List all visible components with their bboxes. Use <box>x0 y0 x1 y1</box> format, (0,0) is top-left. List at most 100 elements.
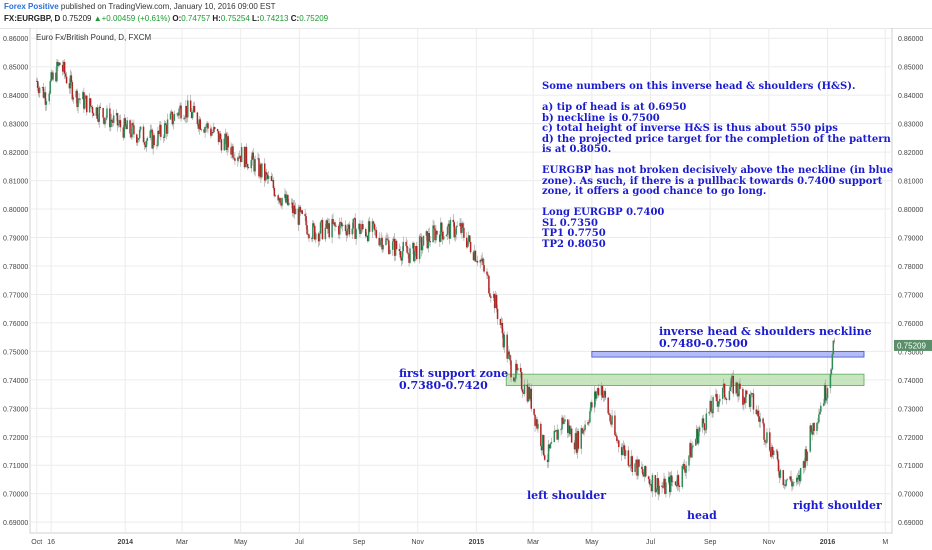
y-tick-label: 0.71000 <box>898 463 923 470</box>
candle-up <box>169 113 172 120</box>
candle-up <box>238 155 241 159</box>
candle-up <box>50 72 52 82</box>
candle-up <box>427 233 430 249</box>
candle-down <box>742 388 744 405</box>
candle-down <box>225 133 228 151</box>
candle-up <box>49 81 51 94</box>
candle-down <box>219 133 222 140</box>
price-chart[interactable]: 0.86000 0.85000 0.84000 0.83000 0.82000 0.810… <box>0 28 932 550</box>
candle-up <box>440 222 442 242</box>
symbol-label[interactable]: FX:EURGBP, D <box>4 14 61 23</box>
candle-down <box>453 222 456 238</box>
candle-down <box>554 430 557 432</box>
candle-up <box>743 397 745 405</box>
head-label: head <box>687 509 717 522</box>
note-line: SL 0.7350 <box>542 217 599 229</box>
candle-down <box>285 194 287 203</box>
candle-up <box>173 113 176 121</box>
candle-up <box>281 197 283 206</box>
candle-up <box>442 236 445 240</box>
candle-up <box>617 440 619 442</box>
y-tick-label: 0.72000 <box>898 435 923 442</box>
candle-down <box>480 259 482 262</box>
candle-up <box>126 120 128 130</box>
candle-down <box>326 220 329 229</box>
candle-up <box>822 403 825 406</box>
candle-up <box>331 218 333 238</box>
y-tick-label: 0.70000 <box>3 492 28 499</box>
candle-up <box>62 61 65 72</box>
candle-up <box>812 422 814 435</box>
candle-down <box>232 146 234 158</box>
candle-up <box>300 210 303 213</box>
candle-up <box>150 129 152 131</box>
up-arrow-icon: ▲ <box>93 14 102 23</box>
candle-down <box>528 386 531 400</box>
candle-up <box>555 430 557 432</box>
candle-up <box>708 411 710 414</box>
candle-down <box>724 397 727 399</box>
candle-down <box>526 384 529 402</box>
candle-down <box>233 157 235 159</box>
candle-down <box>314 226 316 240</box>
candle-down <box>495 295 498 309</box>
y-axis-right[interactable]: 0.86000 0.85000 0.84000 0.83000 0.82000 0.810… <box>898 36 923 527</box>
y-axis-left: 0.86000 0.85000 0.84000 0.83000 0.82000 0.810… <box>3 36 28 527</box>
candle-up <box>274 195 277 197</box>
plot-area[interactable] <box>29 28 893 534</box>
candle-up <box>320 220 323 223</box>
candle-down <box>287 194 289 206</box>
candle-down <box>441 222 443 232</box>
candle-up <box>729 387 732 392</box>
candle-down <box>662 486 664 488</box>
candle-up <box>644 466 646 477</box>
candle-down <box>534 414 536 426</box>
candle-up <box>244 146 247 168</box>
candle-down <box>405 241 407 246</box>
candle-down <box>476 260 479 263</box>
candle-down <box>608 413 610 415</box>
candle-down <box>280 202 282 206</box>
candle-down <box>762 418 764 424</box>
author-link[interactable]: Forex Positive <box>4 2 59 11</box>
candle-down <box>790 476 792 482</box>
candle-up <box>820 405 822 412</box>
candle-down <box>99 106 101 108</box>
candle-down <box>144 144 147 148</box>
candle-up <box>785 479 787 486</box>
candle-down <box>63 61 66 74</box>
candle-down <box>462 223 464 228</box>
x-tick-label: May <box>585 539 599 546</box>
candle-up <box>832 340 835 355</box>
candle-down <box>472 252 475 261</box>
candle-down <box>111 121 114 123</box>
candle-down <box>769 432 771 451</box>
candle-down <box>466 237 468 248</box>
candle-up <box>602 395 605 398</box>
candle-down <box>744 397 746 403</box>
candle-down <box>36 81 39 88</box>
candle-up <box>261 163 263 178</box>
candle-down <box>771 446 774 455</box>
note-line: zone). As such, if there is a pullback t… <box>542 175 883 187</box>
candle-up <box>587 422 589 425</box>
publish-line: Forex Positive published on TradingView.… <box>4 2 276 11</box>
x-axis[interactable]: Oct 16 2014 Mar May Jul Sep Nov 2015 Mar May Jul Sep… <box>31 539 888 546</box>
candle-down <box>35 80 38 82</box>
candle-up <box>353 218 355 219</box>
candle-down <box>758 416 760 422</box>
candle-up <box>759 418 761 422</box>
candle-down <box>37 87 40 94</box>
candle-down <box>51 72 53 80</box>
candle-up <box>669 475 672 493</box>
candle-down <box>111 119 113 122</box>
right-shoulder-label: right shoulder <box>793 499 882 512</box>
candle-down <box>158 130 160 135</box>
candle-down <box>230 147 232 155</box>
candle-down <box>133 125 135 135</box>
candle-down <box>777 459 780 472</box>
candle-up <box>685 465 687 473</box>
candle-up <box>187 100 189 118</box>
candle-up <box>223 138 226 151</box>
candle-down <box>164 123 167 125</box>
